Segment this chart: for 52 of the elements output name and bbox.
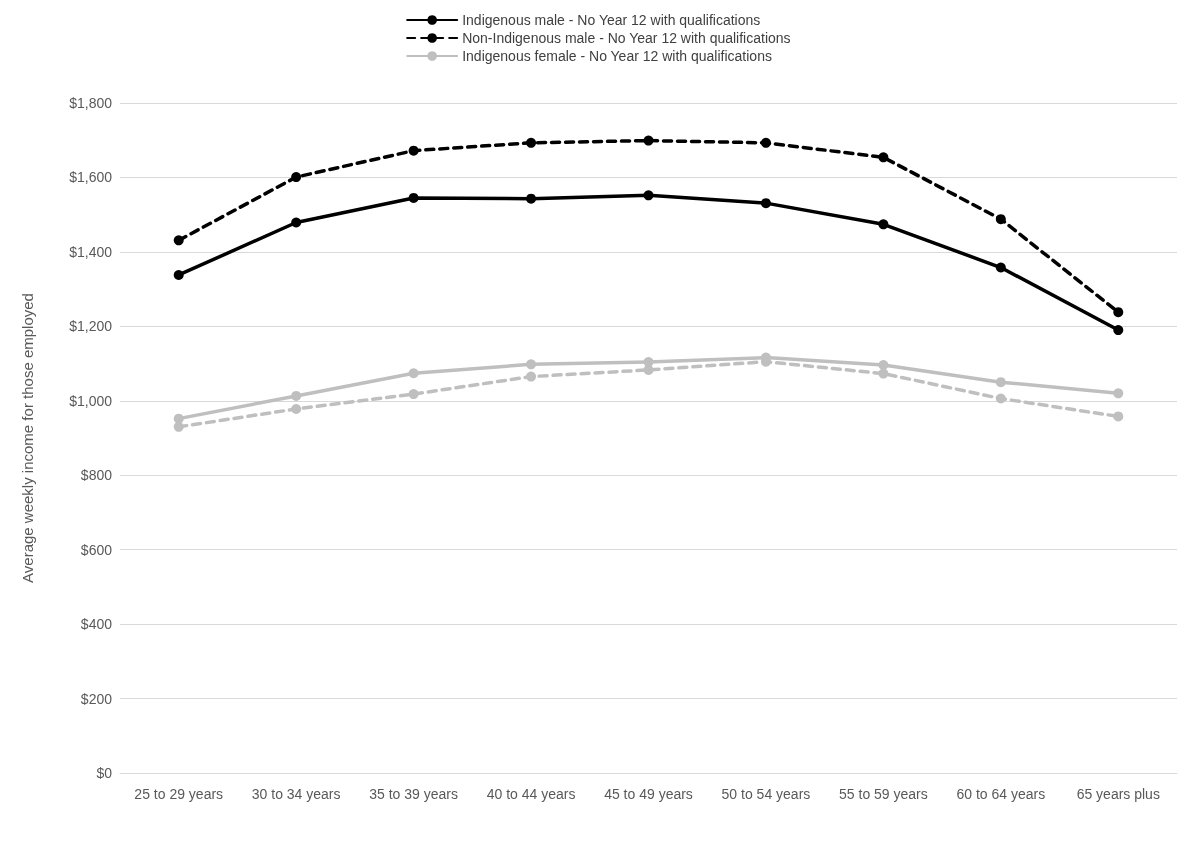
- point: [408, 192, 419, 203]
- legend-label: Indigenous female - No Year 12 with qualifications: [462, 48, 772, 64]
- y-tick-label: $200: [80, 690, 113, 707]
- x-tick-label: 60 to 64 years: [956, 786, 1046, 802]
- point: [878, 219, 889, 230]
- point: [995, 377, 1006, 388]
- point: [526, 359, 537, 370]
- point: [1113, 325, 1124, 336]
- point: [173, 269, 184, 280]
- point: [408, 145, 419, 156]
- point: [995, 214, 1006, 225]
- y-tick-label: $1,000: [69, 392, 113, 409]
- y-axis-title: Average weekly income for those employed: [19, 293, 36, 583]
- point: [878, 152, 889, 163]
- x-tick-label: 35 to 39 years: [369, 786, 458, 802]
- point: [995, 393, 1006, 404]
- point: [408, 389, 419, 400]
- point: [995, 262, 1006, 273]
- y-tick-label: $1,600: [69, 169, 113, 186]
- x-tick-label: 50 to 54 years: [721, 786, 811, 802]
- point: [1113, 307, 1124, 318]
- y-tick-label: $1,800: [69, 95, 113, 111]
- legend-label: Indigenous male - No Year 12 with qualifications: [462, 12, 761, 28]
- x-tick-label: 55 to 59 years: [839, 786, 928, 802]
- legend-label: Non-Indigenous male - No Year 12 with qualifications: [462, 30, 791, 46]
- y-tick-label: $600: [80, 541, 113, 558]
- y-tick-label: $1,200: [69, 318, 113, 335]
- point: [291, 390, 302, 401]
- x-tick-label: 40 to 44 years: [486, 786, 576, 802]
- point: [643, 190, 654, 201]
- y-tick-label: $1,400: [69, 243, 113, 260]
- x-tick-label: 65 years plus: [1076, 786, 1160, 802]
- x-tick-label: 45 to 49 years: [604, 786, 693, 802]
- point: [291, 172, 302, 183]
- x-tick-label: 25 to 29 years: [134, 786, 224, 802]
- point: [173, 235, 184, 246]
- point: [408, 368, 419, 379]
- y-tick-label: $0: [96, 765, 113, 781]
- point: [1113, 411, 1124, 422]
- point: [291, 403, 302, 414]
- point: [526, 137, 537, 148]
- x-tick-label: 30 to 34 years: [251, 786, 341, 802]
- point: [643, 135, 654, 146]
- point: [1113, 388, 1124, 399]
- point: [526, 193, 537, 204]
- point: [291, 217, 302, 228]
- point: [878, 368, 889, 379]
- y-tick-label: $800: [80, 467, 113, 484]
- point: [760, 137, 771, 148]
- point: [526, 371, 537, 382]
- point: [760, 198, 771, 209]
- y-tick-label: $400: [80, 616, 113, 633]
